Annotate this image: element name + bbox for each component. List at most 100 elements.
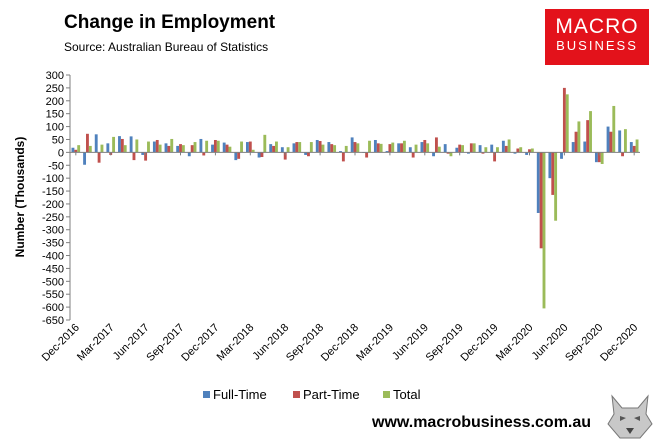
bar-part-time <box>353 142 357 153</box>
y-tick-label: 300 <box>46 70 64 82</box>
bar-total <box>356 143 360 153</box>
bar-part-time <box>423 139 427 153</box>
bar-part-time <box>458 144 462 153</box>
bar-full-time <box>525 152 529 155</box>
bar-total <box>77 145 81 153</box>
y-tick-label: -600 <box>42 302 64 314</box>
bar-total <box>484 147 488 153</box>
bar-part-time <box>528 149 531 153</box>
bar-full-time <box>594 152 598 163</box>
bar-full-time <box>176 145 180 153</box>
bar-total <box>449 152 453 157</box>
bar-full-time <box>490 144 494 153</box>
legend-label-full-time: Full-Time <box>213 387 267 402</box>
bar-full-time <box>94 134 98 153</box>
bar-total <box>88 145 92 153</box>
bar-part-time <box>179 144 182 153</box>
bar-full-time <box>222 142 226 153</box>
x-tick-label: Dec-2019 <box>459 322 501 364</box>
y-tick-label: -650 <box>42 315 64 327</box>
bar-part-time <box>144 152 148 161</box>
bar-full-time <box>129 136 133 153</box>
bar-full-time <box>408 147 412 153</box>
bar-full-time <box>501 140 505 153</box>
bar-total <box>275 141 278 153</box>
y-tick-label: -550 <box>42 289 64 301</box>
bar-part-time <box>295 142 299 153</box>
bar-full-time <box>280 147 284 153</box>
bar-total <box>193 142 197 153</box>
bar-total <box>542 152 546 309</box>
bar-part-time <box>86 133 89 153</box>
y-tick-label: -150 <box>42 186 64 198</box>
y-tick-label: -100 <box>42 173 64 185</box>
bar-full-time <box>83 152 87 165</box>
bar-part-time <box>248 141 252 153</box>
bar-total <box>112 136 116 153</box>
bar-part-time <box>365 152 369 158</box>
y-tick-label: -50 <box>48 160 64 172</box>
bar-part-time <box>225 144 229 153</box>
bar-part-time <box>621 152 624 157</box>
y-tick-label: 200 <box>46 96 64 108</box>
bar-full-time <box>350 137 354 153</box>
bar-part-time <box>469 143 473 153</box>
y-tick-label: 50 <box>52 134 64 146</box>
bar-full-time <box>246 142 249 153</box>
bar-full-time <box>548 152 552 179</box>
bar-total <box>496 147 499 153</box>
bar-full-time <box>571 142 575 153</box>
bar-part-time <box>597 152 601 163</box>
bar-total <box>205 140 209 153</box>
bar-part-time <box>260 152 264 158</box>
bar-part-time <box>213 139 217 153</box>
y-tick-label: -500 <box>42 276 64 288</box>
bar-full-time <box>560 152 563 159</box>
bar-full-time <box>327 142 331 153</box>
bar-part-time <box>307 152 310 157</box>
y-tick-label: -200 <box>42 199 64 211</box>
x-tick-label: Dec-2020 <box>598 322 640 364</box>
bar-full-time <box>71 147 75 153</box>
source-note: Source: Australian Bureau of Statistics <box>64 40 269 54</box>
chart-legend: Full-Time Part-Time Total <box>203 387 421 402</box>
bar-total <box>472 143 476 153</box>
bar-total <box>344 145 348 153</box>
bar-part-time <box>481 152 485 154</box>
bar-full-time <box>106 143 110 153</box>
bar-full-time <box>339 151 342 153</box>
y-axis-title: Number (Thousands) <box>13 137 27 258</box>
bar-part-time <box>272 145 276 153</box>
y-tick-label: -450 <box>42 263 64 275</box>
bar-full-time <box>513 152 517 154</box>
bar-full-time <box>455 147 459 153</box>
bar-total <box>507 139 511 153</box>
bar-part-time <box>632 145 636 153</box>
bar-total <box>100 144 104 153</box>
bar-part-time <box>97 152 101 163</box>
bar-total <box>635 139 639 153</box>
bar-full-time <box>536 152 540 213</box>
logo-text-macro: MACRO <box>555 15 639 38</box>
bar-full-time <box>385 151 389 153</box>
bar-total <box>333 145 337 153</box>
bar-total <box>426 143 430 153</box>
bar-full-time <box>199 138 203 153</box>
bar-full-time <box>269 144 273 153</box>
bar-total <box>623 129 627 153</box>
y-tick-label: 250 <box>46 83 64 95</box>
legend-swatch-full-time <box>203 391 210 398</box>
bar-total <box>391 142 395 153</box>
chart-title: Change in Employment <box>64 12 276 33</box>
y-axis-ticks: 300250200150100500-50-100-150-200-250-30… <box>42 70 70 327</box>
bar-part-time <box>202 152 206 156</box>
bar-part-time <box>330 144 334 153</box>
bar-part-time <box>411 152 415 158</box>
bar-total <box>135 139 139 153</box>
y-tick-label: -350 <box>42 238 64 250</box>
bar-total <box>437 146 441 153</box>
legend-label-part-time: Part-Time <box>303 387 360 402</box>
x-tick-label: Dec-2018 <box>319 322 361 364</box>
x-tick-label: Dec-2017 <box>179 322 221 364</box>
bar-part-time <box>376 143 380 153</box>
